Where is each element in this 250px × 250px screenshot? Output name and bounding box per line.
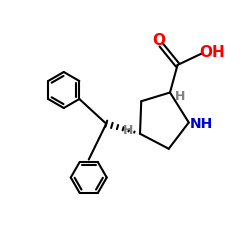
Text: OH: OH <box>199 45 225 60</box>
Text: NH: NH <box>190 117 213 131</box>
Text: H: H <box>123 124 133 136</box>
Text: H: H <box>175 90 186 103</box>
Text: O: O <box>152 33 165 48</box>
